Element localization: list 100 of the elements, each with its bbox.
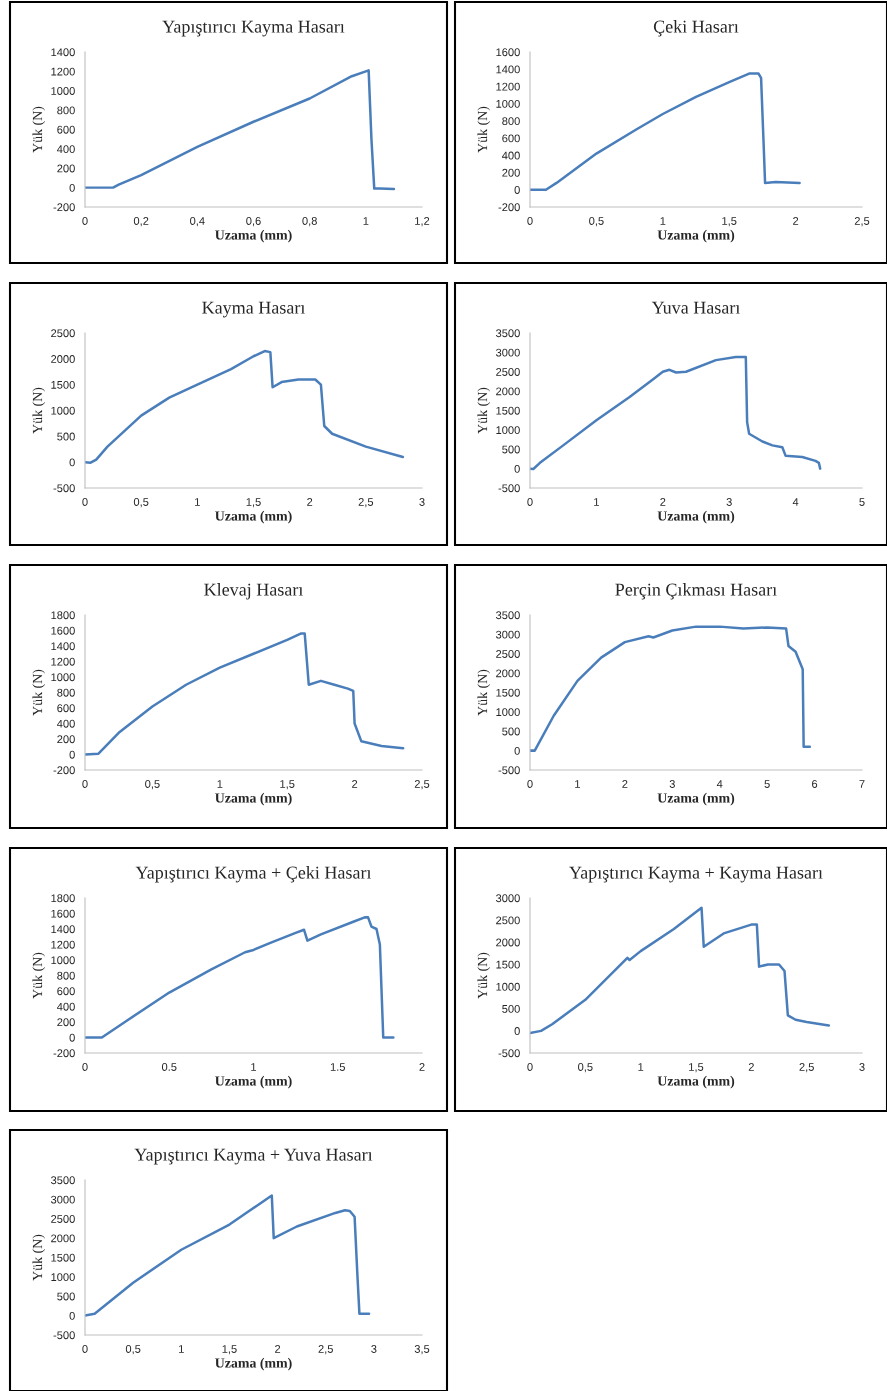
y-axis-title: Yük (N) [32,387,46,434]
y-tick-label: 3000 [495,630,520,639]
x-tick-label: 0 [527,780,533,788]
y-tick-label: 1400 [496,65,520,74]
x-axis-title: Uzama (mm) [215,1357,292,1371]
y-axis-title: Yük (N) [32,106,46,153]
y-tick-label: -200 [498,203,520,212]
y-tick-label: 3000 [495,348,520,357]
y-tick-label: 1000 [51,673,75,682]
chart-title: Kayma Hasarı [202,301,306,318]
y-tick-label: -200 [53,1049,75,1058]
x-axis-title: Uzama (mm) [657,1075,735,1089]
y-tick-label: 600 [502,134,520,143]
x-tick-label: 2 [660,498,666,506]
x-tick-label: 0 [527,498,533,506]
y-tick-label: 3000 [495,894,520,903]
line-series [530,355,822,471]
y-tick-label: -200 [53,203,75,212]
line-series [85,916,395,1039]
y-tick-label: 1000 [496,99,520,108]
y-tick-label: 400 [57,1002,75,1011]
y-axis-title: Yük (N) [32,952,46,999]
y-tick-label: 0 [69,750,75,759]
y-tick-label: 1800 [51,611,75,620]
y-tick-label: 2000 [496,938,520,947]
chart-title: Yapıştırıcı Kayma + Kayma Hasarı [569,866,823,883]
y-tick-label: -500 [53,1331,75,1340]
y-tick-label: 1000 [496,708,520,717]
x-tick-label: 5 [764,780,770,788]
x-tick-label: 1,5 [246,498,261,508]
x-tick-label: 1 [638,1063,644,1071]
y-tick-label: 2000 [496,387,520,396]
x-tick-label: 1 [660,217,666,225]
x-tick-label: 2 [275,1345,281,1353]
y-tick-label: 400 [502,151,520,160]
line-series [85,69,396,191]
x-tick-label: 0,2 [133,217,149,227]
x-tick-label: 2 [622,780,628,788]
x-tick-label: 0 [527,1063,533,1071]
x-tick-label: 0 [527,217,533,225]
x-tick-label: 2 [352,780,358,788]
x-tick-label: 0,5 [133,498,149,508]
y-tick-label: 2000 [496,669,520,678]
x-tick-label: 2 [307,498,313,506]
y-tick-label: 1000 [51,1273,75,1282]
y-tick-label: 200 [57,735,75,744]
y-tick-label: 600 [57,125,75,134]
x-tick-label: 0,5 [145,780,160,790]
y-tick-label: 1500 [496,688,520,697]
x-tick-label: 2 [748,1063,754,1071]
x-tick-label: 0,5 [578,1063,593,1073]
x-tick-label: 2,5 [854,217,870,227]
chart-title: Yapıştırıcı Kayma + Yuva Hasarı [134,1148,373,1165]
y-tick-label: 1000 [51,956,75,965]
x-tick-label: 0.5 [161,1063,177,1071]
y-tick-label: 1600 [51,626,75,635]
x-axis-title: Uzama (mm) [657,792,735,806]
chart-title: Çeki Hasarı [653,20,739,37]
y-tick-label: 1400 [51,642,75,651]
y-tick-label: 400 [57,719,75,728]
x-tick-label: 1 [217,780,223,788]
x-tick-label: 0 [82,217,88,225]
x-tick-label: 2,5 [799,1063,814,1073]
y-tick-label: -200 [53,766,75,775]
x-tick-label: 4 [792,498,799,506]
line-series [530,906,831,1035]
y-tick-label: -500 [498,484,520,493]
x-tick-label: 2,5 [318,1345,333,1355]
chart-title: Perçin Çıkması Hasarı [615,583,777,600]
y-tick-label: 2500 [496,916,520,925]
x-axis-title: Uzama (mm) [215,1075,292,1089]
y-tick-label: 200 [57,1018,75,1027]
x-tick-label: 2 [419,1063,425,1071]
x-axis-title: Uzama (mm) [215,792,292,806]
y-tick-label: 800 [57,971,75,980]
y-tick-label: 1500 [51,380,75,389]
x-tick-label: 0 [82,780,88,788]
y-tick-label: 1000 [51,406,75,415]
y-axis-title: Yük (N) [477,952,491,999]
x-tick-label: 1 [575,780,580,788]
y-tick-label: 2500 [496,368,520,376]
y-tick-label: 1000 [496,982,520,991]
x-tick-label: 1,5 [722,217,737,227]
y-tick-label: 1500 [496,406,520,415]
y-tick-label: 0 [69,183,75,192]
x-tick-label: 6 [812,780,818,788]
x-axis-title: Uzama (mm) [657,229,735,243]
y-tick-label: 3500 [495,611,520,620]
x-tick-label: 1 [195,498,200,506]
x-tick-label: 1 [363,217,369,225]
y-tick-label: 1200 [51,67,75,76]
x-tick-label: 1,5 [222,1345,237,1355]
y-tick-label: 800 [57,106,75,115]
x-tick-label: 3 [859,1063,865,1071]
y-axis-title: Yük (N) [32,1234,46,1281]
x-tick-label: 1,5 [280,780,295,790]
y-tick-label: -500 [53,484,75,493]
y-tick-label: 1000 [496,426,520,435]
y-tick-label: 200 [57,164,75,173]
x-tick-label: 3 [419,498,425,506]
